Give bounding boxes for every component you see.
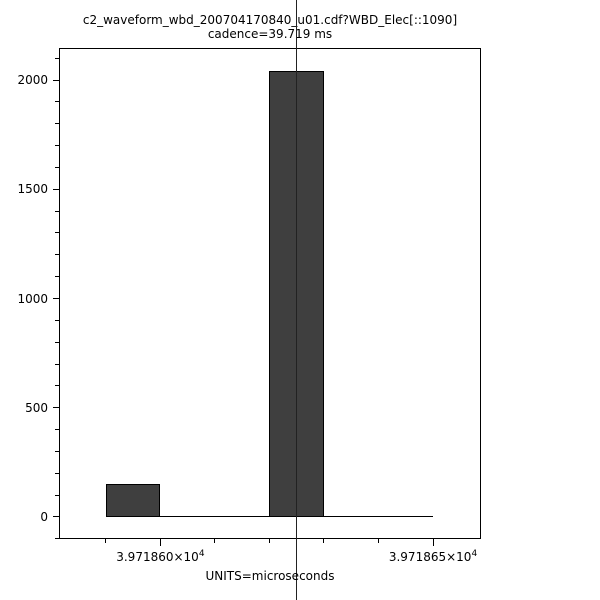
chart-title: c2_waveform_wbd_200704170840_u01.cdf?WBD… xyxy=(82,13,458,27)
y-minor-tick xyxy=(55,166,59,168)
x-minor-tick xyxy=(268,539,270,543)
x-tick-label-base: 3.971865×10 xyxy=(388,550,472,564)
y-major-tick xyxy=(53,407,59,409)
cursor-vline xyxy=(296,0,298,600)
y-tick-label: 500 xyxy=(25,400,48,415)
y-minor-tick xyxy=(55,429,59,431)
x-minor-tick xyxy=(377,539,379,543)
y-minor-tick xyxy=(55,210,59,212)
y-tick-label: 0 xyxy=(40,509,48,524)
x-tick-label: 3.971860×104 xyxy=(90,549,230,566)
y-minor-tick xyxy=(55,494,59,496)
x-axis-label: UNITS=microseconds xyxy=(205,569,335,583)
y-major-tick xyxy=(53,516,59,518)
y-minor-tick xyxy=(55,472,59,474)
y-minor-tick xyxy=(55,538,59,540)
x-tick-label-exponent: 4 xyxy=(198,549,205,559)
y-minor-tick xyxy=(55,385,59,387)
y-minor-tick xyxy=(55,319,59,321)
x-tick-label-base: 3.971860×10 xyxy=(116,550,199,564)
y-minor-tick xyxy=(55,341,59,343)
x-tick-label: 3.971865×104 xyxy=(363,549,503,566)
y-minor-tick xyxy=(55,363,59,365)
y-minor-tick xyxy=(55,57,59,59)
y-minor-tick xyxy=(55,254,59,256)
y-tick-label: 1500 xyxy=(17,182,48,197)
x-minor-tick xyxy=(323,539,325,543)
y-tick-label: 1000 xyxy=(17,291,48,306)
y-major-tick xyxy=(53,188,59,190)
y-minor-tick xyxy=(55,450,59,452)
plot-area-border xyxy=(59,48,481,539)
y-minor-tick xyxy=(55,123,59,125)
y-major-tick xyxy=(53,79,59,81)
x-minor-tick xyxy=(214,539,216,543)
x-major-tick xyxy=(432,539,434,546)
x-tick-label-exponent: 4 xyxy=(471,549,478,559)
y-minor-tick xyxy=(55,101,59,103)
y-minor-tick xyxy=(55,145,59,147)
y-minor-tick xyxy=(55,276,59,278)
y-major-tick xyxy=(53,298,59,300)
zero-baseline xyxy=(105,516,433,518)
x-major-tick xyxy=(159,539,161,546)
x-minor-tick xyxy=(105,539,107,543)
histogram-bar xyxy=(105,484,161,517)
chart-subtitle: cadence=39.719 ms xyxy=(207,27,333,41)
y-minor-tick xyxy=(55,232,59,234)
chart-title-block: c2_waveform_wbd_200704170840_u01.cdf?WBD… xyxy=(59,13,481,41)
y-tick-label: 2000 xyxy=(17,73,48,88)
